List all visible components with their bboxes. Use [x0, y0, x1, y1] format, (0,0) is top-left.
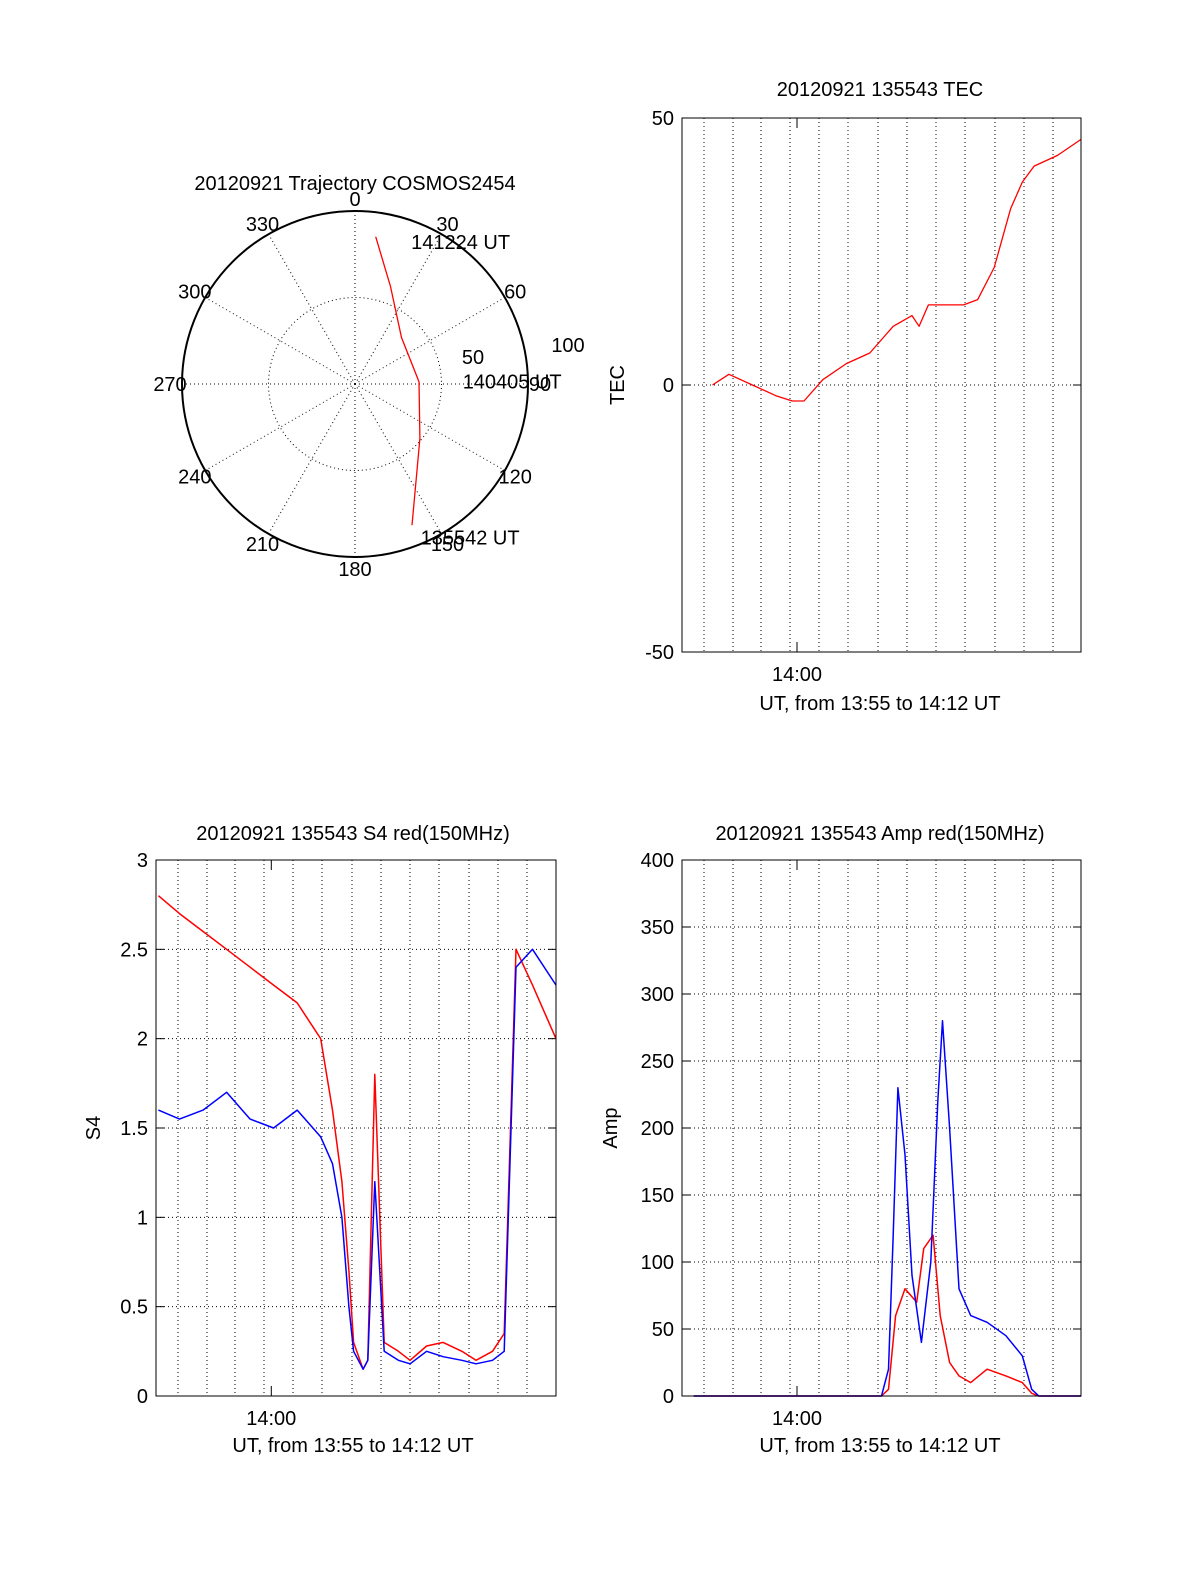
amp-series-red-line	[693, 1234, 1081, 1397]
amp-series-group	[693, 1020, 1081, 1397]
polar-grid-spoke	[204, 383, 356, 471]
polar-grid-spoke	[354, 233, 442, 385]
polar-grid	[181, 210, 529, 558]
polar-series	[375, 236, 421, 526]
polar-angle-label: 300	[178, 282, 211, 304]
polar-angle-label: 30	[436, 214, 458, 236]
s4-series-blue-line	[158, 948, 557, 1370]
s4-chart-xlabel: UT, from 13:55 to 14:12 UT	[232, 1435, 473, 1457]
polar-angle-label: 60	[504, 282, 526, 304]
polar-radius-label: 100	[551, 335, 584, 357]
polar-title: 20120921 Trajectory COSMOS2454	[194, 173, 515, 195]
polar-angle-label: 120	[499, 467, 532, 489]
amp-chart: 20120921 135543 Amp red(150MHz) UT, from…	[600, 823, 1082, 1457]
amp-ytick-label: 250	[641, 1051, 674, 1073]
s4-series-group	[157, 895, 557, 1370]
s4-ytick-label: 2	[137, 1029, 148, 1051]
polar-angle-label: 330	[246, 214, 279, 236]
polar-grid-spoke	[268, 233, 356, 385]
trajectory-polar-plot: 20120921 Trajectory COSMOS2454 0 30 60 90 12…	[153, 173, 584, 581]
polar-angle-label: 0	[349, 189, 360, 211]
tec-chart-title: 20120921 135543 TEC	[777, 79, 983, 101]
s4-series-red-line	[157, 895, 557, 1370]
amp-ytick-label: 0	[663, 1386, 674, 1408]
polar-grid-spoke	[268, 383, 356, 535]
polar-grid-spoke	[204, 297, 356, 385]
polar-trajectory-line	[375, 236, 421, 526]
s4-ytick-label: 1	[137, 1207, 148, 1229]
amp-ytick-label: 150	[641, 1185, 674, 1207]
amp-grid: 0 50 100 150 200 250 300 350 400 14:00	[641, 850, 1081, 1430]
s4-chart: 20120921 135543 S4 red(150MHz) UT, from …	[83, 823, 557, 1457]
tec-grid: -50 0 50 14:00	[645, 108, 1081, 686]
tec-plot-frame	[681, 117, 1082, 653]
amp-series-blue-line	[693, 1020, 1081, 1397]
s4-grid: 0 0.5 1 1.5 2 2.5 3 14:00	[120, 850, 556, 1430]
polar-angle-label: 90	[529, 374, 551, 396]
s4-ytick-label: 2.5	[120, 939, 148, 961]
tec-series-red-line	[712, 138, 1082, 402]
polar-angle-label: 210	[246, 534, 279, 556]
polar-angle-labels: 0 30 60 90 120 150 180 210 240 270 300 330	[153, 189, 551, 581]
polar-time-annotation: 141224 UT	[411, 232, 510, 254]
polar-angle-label: 240	[178, 467, 211, 489]
amp-ytick-label: 200	[641, 1118, 674, 1140]
polar-time-annotation: 135542 UT	[421, 527, 520, 549]
s4-ytick-label: 0.5	[120, 1297, 148, 1319]
tec-chart-ylabel: TEC	[607, 365, 629, 405]
tec-series-group	[712, 138, 1082, 402]
polar-angle-label: 270	[153, 374, 186, 396]
amp-ytick-label: 350	[641, 917, 674, 939]
s4-plot-frame	[155, 859, 557, 1397]
tec-ytick-label: -50	[645, 642, 674, 664]
amp-chart-ylabel: Amp	[600, 1107, 622, 1148]
tec-xtick-label: 14:00	[772, 664, 822, 686]
polar-radius-label: 50	[462, 347, 484, 369]
polar-time-annotation: 140405 UT	[463, 371, 562, 393]
amp-chart-title: 20120921 135543 Amp red(150MHz)	[715, 823, 1044, 845]
tec-chart: 20120921 135543 TEC UT, from 13:55 to 14…	[607, 79, 1082, 715]
polar-angle-label: 150	[431, 534, 464, 556]
tec-ytick-label: 50	[652, 108, 674, 130]
tec-ytick-label: 0	[663, 375, 674, 397]
amp-ytick-label: 50	[652, 1319, 674, 1341]
amp-plot-frame	[681, 859, 1082, 1397]
s4-chart-title: 20120921 135543 S4 red(150MHz)	[196, 823, 510, 845]
s4-chart-ylabel: S4	[83, 1116, 105, 1140]
s4-xtick-label: 14:00	[246, 1408, 296, 1430]
tec-chart-xlabel: UT, from 13:55 to 14:12 UT	[759, 693, 1000, 715]
amp-ytick-label: 300	[641, 984, 674, 1006]
polar-annotations: 141224 UT 140405 UT 135542 UT	[411, 232, 562, 550]
s4-ytick-label: 0	[137, 1386, 148, 1408]
polar-radius-labels: 50 100	[462, 335, 585, 369]
polar-angle-label: 180	[338, 559, 371, 581]
polar-grid-spoke	[354, 383, 506, 471]
s4-ytick-label: 3	[137, 850, 148, 872]
polar-grid-spoke	[354, 383, 442, 535]
s4-ytick-label: 1.5	[120, 1118, 148, 1140]
polar-grid-spoke	[354, 297, 506, 385]
amp-ytick-label: 400	[641, 850, 674, 872]
amp-xtick-label: 14:00	[772, 1408, 822, 1430]
amp-chart-xlabel: UT, from 13:55 to 14:12 UT	[759, 1435, 1000, 1457]
amp-ytick-label: 100	[641, 1252, 674, 1274]
polar-grid-circle	[268, 297, 442, 471]
